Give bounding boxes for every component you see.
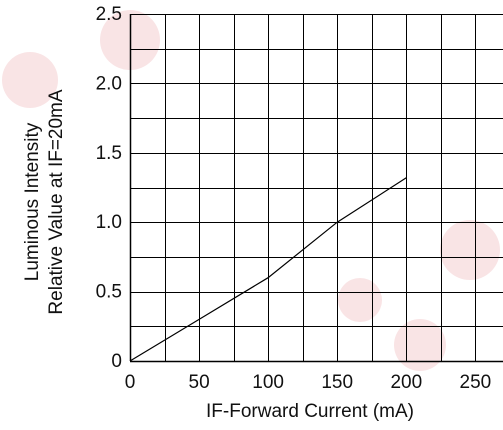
x-axis-title: IF-Forward Current (mA) [206, 401, 414, 422]
x-tick-label: 200 [390, 372, 422, 393]
y-axis-title-line-2: Relative Value at IF=20mA [46, 89, 67, 314]
x-tick-label: 50 [189, 372, 210, 393]
x-tick-label: 250 [460, 372, 492, 393]
y-axis-title-line-1: Luminous Intensity [22, 122, 43, 281]
y-tick-label: 0.5 [96, 282, 122, 303]
series-line-1 [129, 177, 407, 362]
y-tick-label: 0 [111, 351, 122, 372]
watermark [2, 10, 500, 371]
y-axis-title: Luminous Intensity Relative Value at IF=… [22, 89, 67, 314]
y-tick-label: 2.5 [96, 4, 122, 25]
grid [129, 14, 503, 363]
series-layer [129, 177, 407, 362]
y-tick-label: 1.5 [96, 143, 122, 164]
x-tick-label: 100 [252, 372, 284, 393]
y-tick-labels: 0 0.5 1.0 1.5 2.0 2.5 [96, 4, 122, 372]
y-tick-label: 1.0 [96, 212, 122, 233]
x-tick-label: 150 [321, 372, 353, 393]
y-tick-label: 2.0 [96, 73, 122, 94]
x-tick-labels: 0 50 100 150 200 250 [125, 372, 492, 393]
x-tick-label: 0 [125, 372, 136, 393]
